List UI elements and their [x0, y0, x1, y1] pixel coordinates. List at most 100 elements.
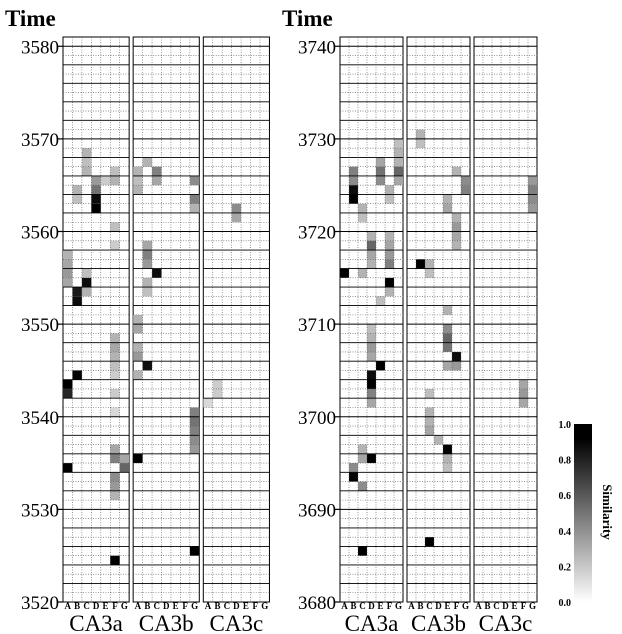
panel-2-group-CA3b-frame	[406, 36, 471, 603]
column-label: C	[154, 601, 161, 611]
heatmap-cell	[434, 435, 443, 445]
heatmap-cell	[189, 194, 200, 204]
heatmap-cell	[91, 175, 101, 186]
heatmap-cell	[63, 268, 73, 278]
y-tick-label: 3540	[21, 408, 59, 429]
heatmap-cell	[519, 379, 528, 389]
heatmap-cell	[63, 388, 73, 399]
y-tick-label: 3680	[298, 593, 336, 614]
panel-2-group-CA3a-frame	[339, 36, 404, 603]
heatmap-cell	[189, 175, 200, 186]
heatmap-cell	[367, 333, 376, 343]
heatmap-cell	[142, 240, 153, 251]
heatmap-cell	[425, 407, 434, 417]
column-label: E	[511, 601, 517, 611]
heatmap-cell	[72, 287, 82, 297]
heatmap-cell	[110, 333, 120, 343]
heatmap-cell	[189, 435, 200, 445]
heatmap-cell	[63, 463, 73, 473]
panel-1-group-CA3b-frame	[132, 36, 200, 603]
heatmap-cell	[443, 194, 452, 204]
heatmap-cell	[110, 490, 120, 501]
colorbar-tick-label: 1.0	[559, 420, 572, 431]
heatmap-cell	[142, 361, 153, 371]
colorbar-tick-label: 0.8	[559, 456, 572, 467]
heatmap-cell	[358, 212, 367, 223]
heatmap-cell	[203, 398, 213, 408]
heatmap-cell	[189, 426, 200, 436]
heatmap-cell	[110, 370, 120, 380]
heatmap-cell	[81, 166, 92, 176]
heatmap-cell	[394, 157, 403, 167]
heatmap-cell	[358, 444, 367, 454]
heatmap-cell	[367, 379, 376, 389]
heatmap-cell	[133, 166, 143, 176]
y-tick-label: 3690	[298, 500, 336, 521]
heatmap-cell	[385, 277, 394, 288]
heatmap-cell	[394, 148, 403, 158]
heatmap-cell	[394, 166, 403, 176]
column-label: E	[103, 601, 109, 611]
heatmap-cell	[367, 231, 376, 241]
heatmap-cell	[376, 157, 385, 167]
column-label: E	[377, 601, 383, 611]
heatmap-cell	[340, 268, 349, 278]
heatmap-cell	[443, 333, 452, 343]
column-label: D	[368, 601, 375, 611]
column-label: B	[417, 601, 423, 611]
heatmap-cell	[91, 185, 101, 195]
heatmap-cell	[367, 342, 376, 352]
column-label: D	[502, 601, 509, 611]
colorbar-tick-label: 0.0	[559, 598, 572, 609]
heatmap-cell	[425, 388, 434, 399]
y-tick-label: 3710	[298, 315, 336, 336]
heatmap-cell	[376, 175, 385, 186]
heatmap-cell	[452, 212, 461, 223]
heatmap-cell	[133, 453, 143, 464]
heatmap-cell	[443, 444, 452, 454]
group-label: CA3c	[210, 611, 264, 634]
heatmap-cell	[416, 129, 425, 139]
heatmap-cell	[443, 305, 452, 315]
heatmap-cell	[376, 166, 385, 176]
heatmap-cell	[519, 398, 528, 408]
heatmap-cell	[231, 203, 242, 213]
heatmap-cell	[189, 203, 200, 213]
column-label: C	[493, 601, 500, 611]
heatmap-cell	[385, 240, 394, 251]
heatmap-cell	[367, 351, 376, 362]
heatmap-cell	[110, 407, 120, 417]
heatmap-cell	[358, 203, 367, 213]
heatmap-cell	[528, 185, 537, 195]
group-label: CA3b	[139, 611, 194, 634]
heatmap-cell	[376, 296, 385, 306]
column-label: D	[163, 601, 170, 611]
heatmap-cell	[367, 398, 376, 408]
column-label: B	[350, 601, 356, 611]
y-tick-label: 3720	[298, 223, 336, 244]
heatmap-cell	[349, 194, 358, 204]
heatmap-cell	[63, 277, 73, 288]
heatmap-cell	[110, 453, 120, 464]
heatmap-cell	[212, 388, 223, 399]
heatmap-cell	[519, 388, 528, 399]
heatmap-cell	[385, 194, 394, 204]
column-label: C	[83, 601, 90, 611]
heatmap-cell	[528, 203, 537, 213]
heatmap-cell	[367, 324, 376, 334]
y-tick-label: 3570	[21, 130, 59, 151]
heatmap-cell	[452, 222, 461, 232]
heatmap-cell	[452, 351, 461, 362]
heatmap-cell	[443, 324, 452, 334]
heatmap-cell	[152, 175, 162, 186]
panel-1-time-title: Time	[5, 6, 56, 31]
heatmap-cell	[394, 175, 403, 186]
heatmap-cell	[72, 194, 82, 204]
heatmap-cell	[81, 287, 92, 297]
column-label: E	[243, 601, 249, 611]
heatmap-cell	[142, 157, 153, 167]
y-tick-label: 3700	[298, 408, 336, 429]
column-label: A	[135, 601, 142, 611]
heatmap-cell	[385, 287, 394, 297]
heatmap-cell	[367, 388, 376, 399]
